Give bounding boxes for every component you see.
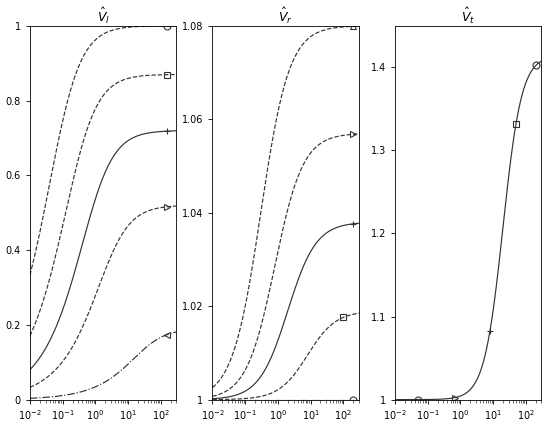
Title: $\hat{V}_r$: $\hat{V}_r$ xyxy=(278,6,293,26)
Title: $\hat{V}_l$: $\hat{V}_l$ xyxy=(97,6,110,26)
Title: $\hat{V}_t$: $\hat{V}_t$ xyxy=(461,6,475,26)
